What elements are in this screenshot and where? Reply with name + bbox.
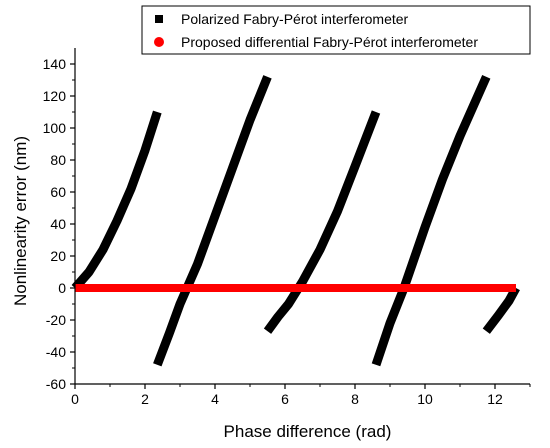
y-tick-label: -20 (46, 312, 66, 328)
legend-label: Proposed differential Fabry-Pérot interf… (181, 34, 478, 50)
axes: 0 2 4 6 8 10 12 -60 -40 -20 0 20 40 60 80 100 120 140 (43, 48, 531, 407)
y-tick-label: 20 (50, 248, 66, 264)
legend: Polarized Fabry-Pérot interferometer Prop… (141, 5, 531, 55)
x-tick-label: 10 (417, 391, 433, 407)
y-tick-label: 140 (43, 56, 67, 72)
y-tick-label: 0 (58, 280, 66, 296)
series-1-segment-2 (153, 75, 272, 367)
y-tick-label: 60 (50, 184, 66, 200)
y-tick-label: 100 (43, 120, 67, 136)
x-axis-label: Phase difference (rad) (224, 422, 392, 441)
x-tick-label: 0 (71, 391, 79, 407)
series-1-segment-5 (482, 285, 520, 334)
y-tick-label: 80 (50, 152, 66, 168)
legend-marker-square (155, 15, 163, 23)
y-tick-label: -60 (46, 376, 66, 392)
y-tick-label: -40 (46, 344, 66, 360)
x-tick-label: 4 (211, 391, 219, 407)
series-1-segment-3 (263, 110, 381, 334)
x-tick-label: 2 (141, 391, 149, 407)
legend-label: Polarized Fabry-Pérot interferometer (181, 11, 409, 27)
y-axis-label: Nonlinearity error (nm) (11, 136, 30, 306)
series-1-segment-4 (371, 74, 491, 367)
legend-box (141, 5, 531, 55)
plot-series-group (71, 74, 520, 367)
x-tick-label: 12 (487, 391, 503, 407)
y-tick-label: 120 (43, 88, 67, 104)
y-tick-label: 40 (50, 216, 66, 232)
x-tick-label: 6 (281, 391, 289, 407)
x-tick-label: 8 (351, 391, 359, 407)
legend-marker-circle (154, 37, 164, 47)
series-1-segment-1 (71, 110, 162, 291)
